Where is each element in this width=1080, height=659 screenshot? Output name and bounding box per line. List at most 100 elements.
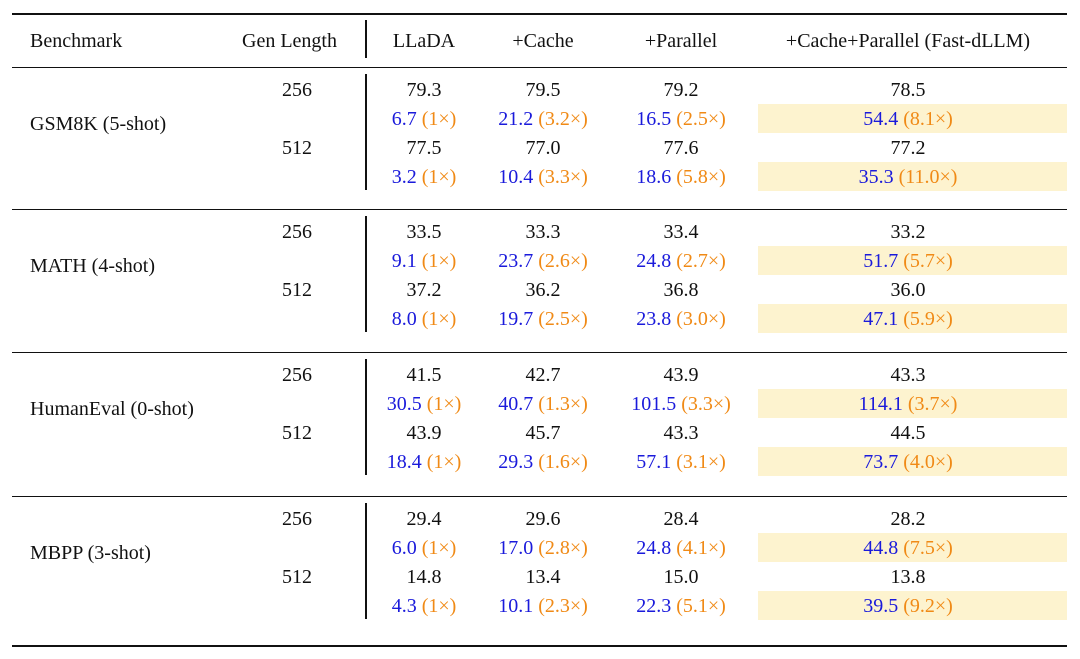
accuracy-value: 77.5 (406, 137, 442, 159)
speedup-value: (11.0×) (898, 166, 958, 188)
fast-dllm-highlight (758, 162, 1067, 191)
accuracy-value: 44.5 (890, 422, 926, 444)
throughput-value: 17.0 (498, 537, 534, 559)
gen-length: 512 (282, 279, 312, 301)
throughput-value: 6.0 (391, 537, 417, 559)
benchmark-label: MBPP (3-shot) (30, 542, 151, 564)
speedup-value: (5.9×) (903, 308, 953, 330)
gen-length: 256 (282, 221, 312, 243)
gen-length: 512 (282, 137, 312, 159)
speedup-value: (3.0×) (676, 308, 726, 330)
throughput-speedup-cell: 30.5 (1×) (387, 392, 462, 416)
group-rule (12, 352, 1067, 353)
throughput-speedup-cell: 19.7 (2.5×) (498, 307, 588, 331)
header-benchmark: Benchmark (30, 30, 123, 52)
throughput-value: 19.7 (498, 308, 534, 330)
accuracy-value: 29.4 (406, 508, 442, 530)
bottom-rule (12, 645, 1067, 647)
accuracy-value: 41.5 (406, 364, 442, 386)
throughput-speedup-cell: 24.8 (2.7×) (636, 249, 726, 273)
gen-length: 256 (282, 364, 312, 386)
gen-length: 512 (282, 566, 312, 588)
accuracy-value: 36.8 (663, 279, 699, 301)
throughput-value: 29.3 (498, 451, 534, 473)
throughput-speedup-cell: 57.1 (3.1×) (636, 450, 726, 474)
benchmark-label: HumanEval (0-shot) (30, 398, 194, 420)
speedup-value: (2.6×) (538, 250, 588, 272)
throughput-value: 51.7 (863, 250, 899, 272)
accuracy-value: 79.2 (663, 79, 699, 101)
speedup-value: (1×) (421, 537, 457, 559)
throughput-speedup-cell: 54.4 (8.1×) (863, 107, 953, 131)
throughput-value: 114.1 (858, 393, 903, 415)
row-separator (365, 503, 367, 561)
throughput-value: 23.8 (636, 308, 672, 330)
accuracy-value: 45.7 (525, 422, 561, 444)
speedup-value: (7.5×) (903, 537, 953, 559)
speedup-value: (8.1×) (903, 108, 953, 130)
header-gen-length: Gen Length (242, 30, 337, 52)
row-separator (365, 74, 367, 132)
throughput-speedup-cell: 6.7 (1×) (392, 107, 457, 131)
speedup-value: (5.7×) (903, 250, 953, 272)
accuracy-value: 29.6 (525, 508, 561, 530)
throughput-speedup-cell: 39.5 (9.2×) (863, 594, 953, 618)
header-fast-dllm: +Cache+Parallel (Fast-dLLM) (785, 30, 1031, 52)
throughput-value: 4.3 (391, 595, 417, 617)
speedup-value: (2.5×) (676, 108, 726, 130)
accuracy-value: 78.5 (890, 79, 926, 101)
accuracy-value: 36.2 (525, 279, 561, 301)
speedup-value: (3.3×) (681, 393, 731, 415)
speedup-value: (3.7×) (907, 393, 958, 415)
accuracy-value: 79.3 (406, 79, 442, 101)
throughput-speedup-cell: 10.4 (3.3×) (498, 165, 588, 189)
header-parallel: +Parallel (644, 30, 718, 52)
row-separator (365, 132, 367, 190)
throughput-value: 54.4 (863, 108, 899, 130)
speedup-value: (3.2×) (538, 108, 588, 130)
header-cache: +Cache (512, 30, 574, 52)
fast-dllm-highlight (758, 246, 1067, 275)
throughput-speedup-cell: 23.7 (2.6×) (498, 249, 588, 273)
speedup-value: (3.1×) (676, 451, 726, 473)
speedup-value: (5.8×) (676, 166, 726, 188)
throughput-speedup-cell: 47.1 (5.9×) (863, 307, 953, 331)
speedup-value: (4.1×) (676, 537, 726, 559)
speedup-value: (2.3×) (538, 595, 588, 617)
accuracy-value: 37.2 (406, 279, 442, 301)
throughput-value: 22.3 (636, 595, 672, 617)
throughput-value: 57.1 (636, 451, 672, 473)
accuracy-value: 77.6 (663, 137, 699, 159)
throughput-value: 24.8 (636, 537, 672, 559)
accuracy-value: 33.3 (525, 221, 561, 243)
throughput-speedup-cell: 18.6 (5.8×) (636, 165, 726, 189)
speedup-value: (1×) (421, 108, 457, 130)
accuracy-value: 15.0 (663, 566, 699, 588)
row-separator (365, 274, 367, 332)
accuracy-value: 43.3 (663, 422, 699, 444)
accuracy-value: 13.4 (525, 566, 561, 588)
throughput-value: 24.8 (636, 250, 672, 272)
throughput-value: 101.5 (631, 393, 677, 415)
accuracy-value: 33.2 (890, 221, 926, 243)
speedup-value: (9.2×) (903, 595, 953, 617)
speedup-value: (1.6×) (538, 451, 588, 473)
throughput-value: 3.2 (391, 166, 417, 188)
accuracy-value: 77.0 (525, 137, 561, 159)
top-rule (12, 13, 1067, 15)
throughput-value: 10.1 (498, 595, 534, 617)
speedup-value: (2.5×) (538, 308, 588, 330)
fast-dllm-highlight (758, 304, 1067, 333)
throughput-speedup-cell: 40.7 (1.3×) (498, 392, 588, 416)
fast-dllm-highlight (758, 447, 1067, 476)
fast-dllm-highlight (758, 533, 1067, 562)
accuracy-value: 77.2 (890, 137, 926, 159)
throughput-speedup-cell: 9.1 (1×) (392, 249, 457, 273)
throughput-value: 35.3 (858, 166, 894, 188)
accuracy-value: 43.9 (406, 422, 442, 444)
throughput-speedup-cell: 114.1 (3.7×) (859, 392, 958, 416)
throughput-speedup-cell: 10.1 (2.3×) (498, 594, 588, 618)
speedup-value: (3.3×) (538, 166, 588, 188)
accuracy-value: 28.2 (890, 508, 926, 530)
throughput-speedup-cell: 23.8 (3.0×) (636, 307, 726, 331)
